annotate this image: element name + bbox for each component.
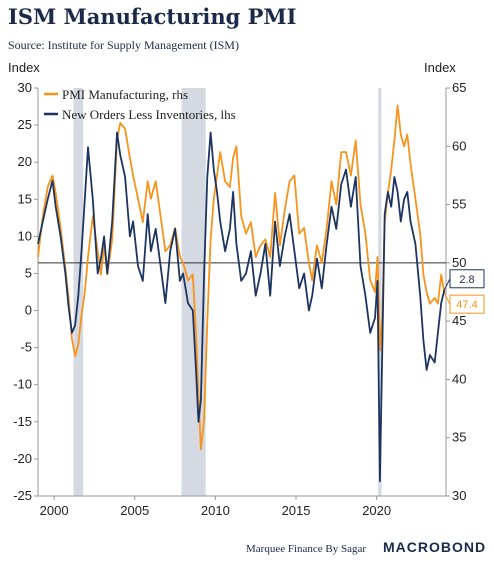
- right-axis-unit: Index: [424, 60, 456, 75]
- left-tick-label: -10: [13, 377, 32, 392]
- x-tick-label: 2010: [201, 503, 230, 518]
- chart-title: ISM Manufacturing PMI: [8, 4, 297, 29]
- left-tick-label: 10: [18, 228, 32, 243]
- right-tick-label: 40: [452, 371, 466, 386]
- right-tick-label: 60: [452, 138, 466, 153]
- right-tick-label: 55: [452, 197, 466, 212]
- left-tick-label: 0: [25, 303, 32, 318]
- left-tick-label: 25: [18, 117, 32, 132]
- right-tick-label: 35: [452, 430, 466, 445]
- x-tick-label: 2020: [362, 503, 391, 518]
- left-tick-label: -15: [13, 414, 32, 429]
- last-value-box: [449, 269, 485, 289]
- pmi-last-value-label: 47.4: [456, 299, 477, 311]
- brand-logo: MACROBOND: [383, 539, 487, 555]
- left-tick-label: 30: [18, 80, 32, 95]
- chart-subtitle: Source: Institute for Supply Management …: [8, 38, 239, 52]
- left-tick-label: -25: [13, 488, 32, 503]
- right-tick-label: 50: [452, 255, 466, 270]
- last-value-connector: [443, 292, 451, 305]
- last-value-box: [449, 294, 485, 314]
- left-tick-label: 20: [18, 154, 32, 169]
- left-tick-label: -5: [20, 340, 32, 355]
- left-tick-label: -20: [13, 451, 32, 466]
- recession-band: [378, 88, 382, 496]
- x-tick-label: 2015: [282, 503, 311, 518]
- legend-label: New Orders Less Inventories, lhs: [62, 107, 236, 122]
- left-tick-label: 5: [25, 265, 32, 280]
- left-axis-unit: Index: [8, 60, 40, 75]
- legend-label: PMI Manufacturing, rhs: [62, 87, 188, 102]
- x-tick-label: 2000: [40, 503, 69, 518]
- x-tick-label: 2005: [120, 503, 149, 518]
- right-tick-label: 30: [452, 488, 466, 503]
- left-tick-label: 15: [18, 191, 32, 206]
- last-value-connector: [443, 278, 451, 291]
- right-tick-label: 45: [452, 313, 466, 328]
- new-orders-series-line: [37, 131, 446, 483]
- new-orders-last-value-label: 2.8: [459, 274, 474, 286]
- footer-credit: Marquee Finance By Sagar: [246, 543, 367, 555]
- right-tick-label: 65: [452, 80, 466, 95]
